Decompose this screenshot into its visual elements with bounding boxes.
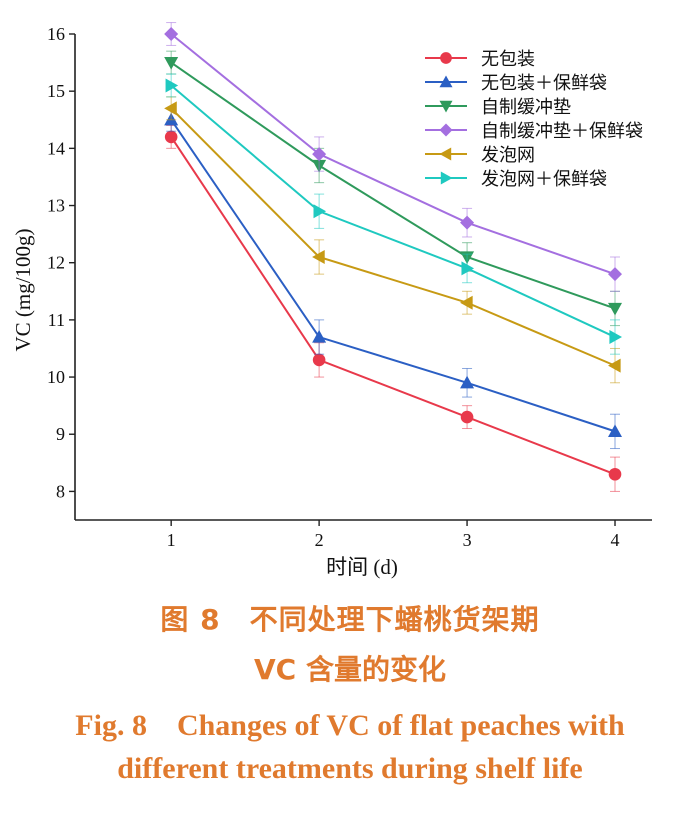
data-point xyxy=(460,215,475,230)
y-tick-label: 11 xyxy=(48,310,65,330)
data-point xyxy=(312,353,326,367)
series-line xyxy=(170,107,616,367)
legend-marker xyxy=(439,147,452,161)
data-point xyxy=(164,101,177,116)
series-line xyxy=(170,119,616,433)
legend-entry-2: 无包装＋保鲜袋 xyxy=(425,73,607,94)
x-tick-label: 1 xyxy=(167,530,176,550)
series-layer xyxy=(164,22,623,492)
data-point xyxy=(608,267,623,282)
x-tick-label: 3 xyxy=(463,530,472,550)
data-point xyxy=(313,204,327,219)
x-tick-label: 2 xyxy=(315,530,324,550)
y-tick-label: 16 xyxy=(47,24,65,44)
legend-entry-5: 发泡网 xyxy=(425,145,535,166)
data-point xyxy=(312,147,327,162)
series-1 xyxy=(164,124,622,492)
series-line xyxy=(170,33,616,276)
data-point xyxy=(609,330,623,345)
caption-en-line1: Fig. 8 Changes of VC of flat peaches wit… xyxy=(75,709,625,742)
legend-marker xyxy=(439,123,453,137)
legend-entry-4: 自制缓冲垫＋保鲜袋 xyxy=(425,121,643,142)
y-tick-label: 15 xyxy=(47,81,65,101)
series-5 xyxy=(164,96,621,384)
data-point xyxy=(460,295,473,310)
legend-label: 发泡网 xyxy=(481,145,535,166)
series-line xyxy=(170,84,616,338)
y-tick-label: 14 xyxy=(47,138,65,158)
y-axis-label: VC (mg/100g) xyxy=(11,228,35,351)
legend-label: 发泡网＋保鲜袋 xyxy=(481,169,607,190)
legend-label: 自制缓冲垫＋保鲜袋 xyxy=(481,121,643,142)
y-tick-label: 13 xyxy=(47,196,65,216)
series-line xyxy=(170,136,616,476)
series-2 xyxy=(164,107,623,450)
legend-entry-1: 无包装 xyxy=(425,49,535,70)
data-point xyxy=(312,330,327,343)
caption-cn-line2: VC 含量的变化 xyxy=(254,653,446,686)
legend-label: 无包装＋保鲜袋 xyxy=(481,73,607,94)
data-point xyxy=(164,27,179,41)
caption-en-line2: different treatments during shelf life xyxy=(117,752,583,785)
legend-marker xyxy=(439,100,453,113)
legend-label: 无包装 xyxy=(481,49,535,70)
data-point xyxy=(460,410,474,424)
data-point xyxy=(164,56,179,70)
data-point xyxy=(608,424,623,437)
data-point xyxy=(164,130,178,144)
y-tick-label: 10 xyxy=(47,367,65,387)
series-line xyxy=(170,61,616,310)
caption-cn-line1: 图 8 不同处理下蟠桃货架期 xyxy=(160,603,540,636)
data-point xyxy=(608,467,622,481)
data-point xyxy=(461,261,475,276)
y-tick-label: 12 xyxy=(47,253,65,273)
legend-entry-6: 发泡网＋保鲜袋 xyxy=(425,169,607,190)
data-point xyxy=(460,375,475,389)
data-point xyxy=(165,78,179,93)
y-tick-label: 9 xyxy=(56,424,65,444)
legend-marker xyxy=(440,52,452,64)
x-tick-label: 4 xyxy=(611,530,620,550)
legend-marker xyxy=(439,75,453,88)
legend-entry-3: 自制缓冲垫 xyxy=(425,97,571,118)
series-4 xyxy=(164,22,623,292)
x-axis-label: 时间 (d) xyxy=(326,555,398,579)
legend-label: 自制缓冲垫 xyxy=(481,97,571,118)
legend-marker xyxy=(440,171,453,185)
data-point xyxy=(608,358,621,373)
data-point xyxy=(608,302,623,316)
y-tick-label: 8 xyxy=(56,481,65,501)
series-6 xyxy=(165,73,623,355)
data-point xyxy=(312,249,325,264)
